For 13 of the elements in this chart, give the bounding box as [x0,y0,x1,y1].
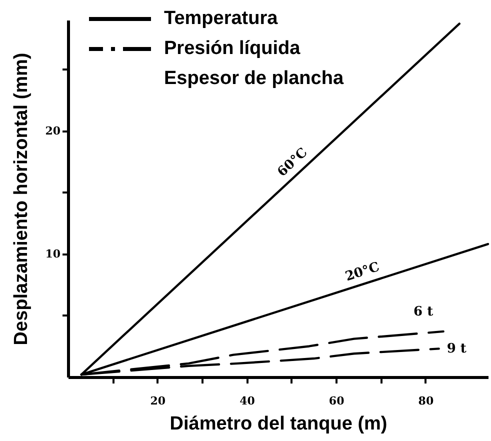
annotation: Temperatura [164,8,278,30]
series-label: 9 t [446,342,466,357]
x-tick-label: 20 [150,394,166,408]
annotation: Espesor de plancha [164,68,344,90]
x-tick-label: 40 [240,394,256,408]
x-axis-title: Diámetro del tanque (m) [170,414,388,434]
text: 20°C [344,260,382,285]
y-axis-title: Desplazamiento horizontal (mm) [11,52,32,346]
y-tick-label: 10 [45,247,61,260]
series-label: 6 t [414,304,434,320]
annotation: Presión líquida [164,38,300,60]
x-tick-label: 80 [418,394,434,408]
x-tick-label: 60 [328,394,345,408]
